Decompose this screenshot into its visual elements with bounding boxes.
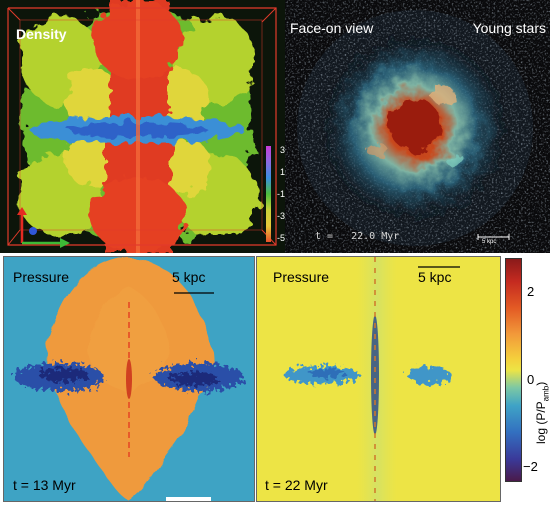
colorbar-label-sub: amb xyxy=(541,385,550,402)
density-scale-tick: 1 xyxy=(279,167,285,177)
young-stars-render xyxy=(285,0,550,253)
pressure-render-left xyxy=(4,257,254,501)
colorbar-label-text: log (P/P xyxy=(534,401,548,444)
pressure-colorbar xyxy=(505,258,522,482)
young-stars-label: Young stars xyxy=(472,20,546,36)
density-label: Density xyxy=(16,26,67,42)
colorbar-tick: −2 xyxy=(523,459,538,474)
colorbar-tick: 2 xyxy=(527,284,535,299)
density-scale-tick-labels: 3 1 -1 -3 -5 xyxy=(271,146,285,246)
density-scale-tick: -3 xyxy=(276,211,285,221)
faceon-title: Face-on view xyxy=(290,20,374,36)
density-scale-tick: -5 xyxy=(276,233,285,243)
faceon-scalebar-label: 5 kpc xyxy=(482,239,497,245)
faceon-panel: Face-on view Young stars t = 22.0 Myr 5 … xyxy=(285,0,550,253)
colorbar-label-close: ) xyxy=(534,381,548,386)
pressure-render-right xyxy=(257,257,500,501)
pressure-time-left: t = 13 Myr xyxy=(13,477,76,493)
pressure-label-right: Pressure xyxy=(273,269,330,285)
pressure-scalebar-label-left: 5 kpc xyxy=(172,269,206,285)
colorbar-axis-label: log (P/Pamb) xyxy=(534,382,550,444)
density-render xyxy=(0,0,285,253)
pressure-panel-right: Pressure 5 kpc t = 22 Myr xyxy=(256,256,501,502)
density-colorscale xyxy=(266,146,271,242)
density-scale-tick: -1 xyxy=(276,189,285,199)
pressure-label-left: Pressure xyxy=(13,269,70,285)
pressure-scalebar-label-right: 5 kpc xyxy=(418,269,452,285)
pressure-time-right: t = 22 Myr xyxy=(265,477,328,493)
density-panel: Density xyxy=(0,0,285,253)
density-scale-tick: 3 xyxy=(279,145,285,155)
colorbar-tick: 0 xyxy=(527,372,535,387)
faceon-time-label: t = 22.0 Myr xyxy=(315,231,400,242)
axes-triad-icon xyxy=(17,207,70,248)
pressure-panel-left: Pressure 5 kpc t = 13 Myr xyxy=(3,256,255,502)
